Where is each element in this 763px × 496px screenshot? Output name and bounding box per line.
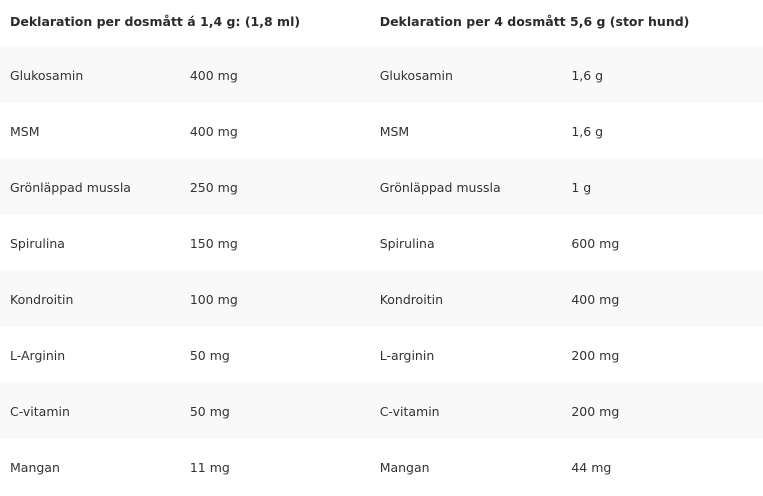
amount-per-4-doses: 44 mg: [571, 459, 612, 475]
ingredient-name-large: Mangan: [379, 459, 430, 475]
amount-per-dose: 50 mg: [189, 383, 380, 439]
amount-per-4-doses: 200 mg: [571, 383, 763, 439]
amount-per-4-doses: 200 mg: [571, 347, 620, 363]
header-per-dose: Deklaration per dosmått á 1,4 g: (1,8 ml…: [10, 14, 301, 29]
amount-per-4-doses: 1,6 g: [571, 123, 604, 139]
ingredient-name-large: Spirulina: [379, 235, 435, 251]
header-per-4-doses: Deklaration per 4 dosmått 5,6 g (stor hu…: [379, 14, 690, 29]
ingredient-name-large: Glukosamin: [379, 47, 572, 103]
header-row: Deklaration per dosmått á 1,4 g: (1,8 ml…: [0, 0, 763, 47]
table-row: MSM 400 mg MSM 1,6 g: [0, 103, 763, 159]
amount-per-4-doses: 400 mg: [571, 271, 763, 327]
ingredient-name: C-vitamin: [0, 383, 190, 439]
amount-per-dose: 400 mg: [189, 123, 238, 139]
ingredient-name: Mangan: [10, 459, 60, 475]
ingredient-name-large: Grönläppad mussla: [379, 159, 572, 215]
amount-per-4-doses: 600 mg: [571, 235, 620, 251]
amount-per-dose: 150 mg: [189, 235, 238, 251]
ingredient-name: Glukosamin: [0, 47, 190, 103]
table-row: L-Arginin 50 mg L-arginin 200 mg: [0, 327, 763, 383]
table-row: Spirulina 150 mg Spirulina 600 mg: [0, 215, 763, 271]
ingredient-name: Spirulina: [10, 235, 65, 251]
table-row: Glukosamin 400 mg Glukosamin 1,6 g: [0, 47, 763, 103]
ingredient-name: L-Arginin: [10, 347, 66, 363]
ingredient-name-large: MSM: [379, 123, 410, 139]
ingredient-name: Grönläppad mussla: [0, 159, 190, 215]
ingredient-name-large: C-vitamin: [379, 383, 572, 439]
ingredient-name: Kondroitin: [0, 271, 190, 327]
ingredient-name: MSM: [10, 123, 40, 139]
table-row: C-vitamin 50 mg C-vitamin 200 mg: [0, 383, 763, 439]
amount-per-dose: 50 mg: [189, 347, 230, 363]
amount-per-4-doses: 1 g: [571, 159, 763, 215]
table-row: Grönläppad mussla 250 mg Grönläppad mussla…: [0, 159, 763, 215]
ingredient-name-large: L-arginin: [379, 347, 435, 363]
amount-per-dose: 250 mg: [189, 159, 380, 215]
amount-per-dose: 11 mg: [189, 459, 230, 475]
ingredient-name-large: Kondroitin: [379, 271, 572, 327]
amount-per-dose: 400 mg: [189, 47, 380, 103]
table-row: Kondroitin 100 mg Kondroitin 400 mg: [0, 271, 763, 327]
amount-per-dose: 100 mg: [189, 271, 380, 327]
amount-per-4-doses: 1,6 g: [571, 47, 763, 103]
table-row: Mangan 11 mg Mangan 44 mg: [0, 439, 763, 495]
